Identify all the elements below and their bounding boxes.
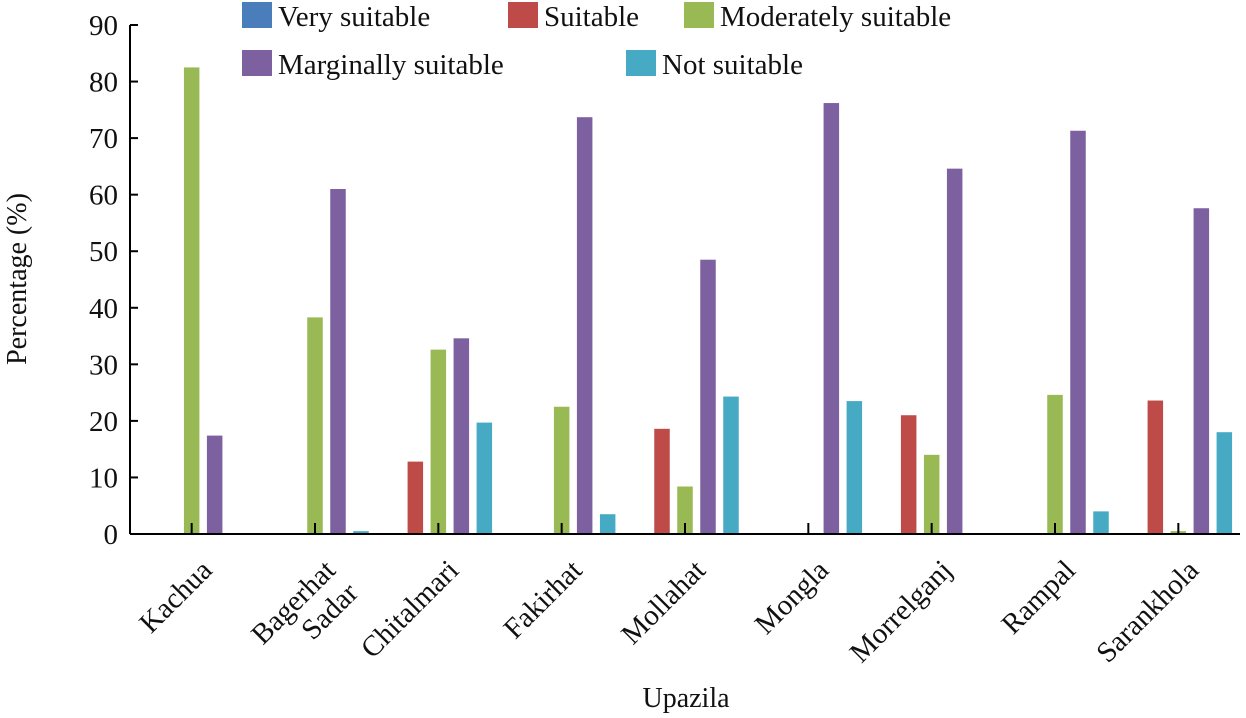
x-tick-label-line: Sarankhola bbox=[1090, 554, 1205, 669]
bar-4-7 bbox=[1093, 511, 1109, 534]
y-tick-label-20: 20 bbox=[89, 406, 118, 438]
x-tick-label-line: Chitalmari bbox=[355, 554, 465, 664]
y-tick-label-60: 60 bbox=[89, 180, 118, 212]
legend-swatch-4 bbox=[626, 50, 656, 76]
x-tick-label-1: BagerhatSadar bbox=[245, 554, 365, 674]
legend-label-2: Moderately suitable bbox=[720, 1, 951, 33]
bar-1-2 bbox=[407, 461, 424, 534]
y-tick-label-10: 10 bbox=[89, 462, 118, 494]
legend-swatch-2 bbox=[684, 2, 714, 28]
y-tick-label-90: 90 bbox=[89, 10, 118, 42]
x-tick-label-line: Fakirhat bbox=[498, 554, 589, 645]
x-tick-label-0: Kachua bbox=[133, 554, 218, 639]
bar-3-5 bbox=[823, 103, 840, 535]
bar-3-8 bbox=[1193, 208, 1210, 535]
bar-2-7 bbox=[1047, 394, 1063, 534]
bar-4-5 bbox=[846, 401, 863, 534]
legend-label-4: Not suitable bbox=[662, 49, 803, 81]
y-tick-label-0: 0 bbox=[104, 519, 119, 551]
y-axis-title: Percentage (%) bbox=[2, 193, 33, 365]
bar-4-1 bbox=[353, 531, 369, 534]
x-tick-label-line: Mollahat bbox=[615, 554, 712, 651]
bar-3-3 bbox=[576, 117, 593, 534]
x-tick-label-line: Morrelganj bbox=[844, 554, 959, 669]
bar-4-4 bbox=[723, 396, 739, 534]
y-tick-label-40: 40 bbox=[89, 293, 118, 325]
bar-1-4 bbox=[654, 428, 670, 534]
axes-group: 0 10 20 30 40 50 60 70 80 90 Kachua BagerhatSadarCh… bbox=[89, 10, 1240, 674]
bar-2-1 bbox=[307, 317, 323, 534]
x-tick-label-6: Morrelganj bbox=[844, 554, 959, 669]
bar-3-7 bbox=[1070, 130, 1086, 534]
y-tick-label-80: 80 bbox=[89, 67, 118, 99]
bar-2-4 bbox=[677, 486, 693, 534]
legend-label-0: Very suitable bbox=[278, 1, 430, 33]
bar-2-2 bbox=[430, 349, 447, 534]
legend-swatch-3 bbox=[242, 50, 272, 76]
x-tick-label-5: Mongla bbox=[749, 554, 836, 641]
bar-3-2 bbox=[453, 338, 470, 534]
bar-3-1 bbox=[330, 189, 346, 534]
bar-3-4 bbox=[700, 259, 716, 534]
legend-swatch-1 bbox=[508, 2, 538, 28]
legend: Very suitable Suitable Moderately suitable… bbox=[242, 1, 951, 81]
y-tick-label-50: 50 bbox=[89, 236, 118, 268]
x-tick-label-2: Chitalmari bbox=[355, 554, 465, 664]
bar-4-2 bbox=[476, 422, 493, 534]
y-tick-label-70: 70 bbox=[89, 123, 118, 155]
bar-4-3 bbox=[599, 514, 616, 534]
x-tick-label-line: Mongla bbox=[749, 554, 836, 641]
bar-1-6 bbox=[900, 415, 917, 534]
bar-2-6 bbox=[923, 454, 940, 534]
x-tick-label-line: Rampal bbox=[995, 554, 1081, 640]
x-tick-label-8: Sarankhola bbox=[1090, 554, 1205, 669]
legend-label-1: Suitable bbox=[544, 1, 639, 33]
legend-label-3: Marginally suitable bbox=[278, 49, 504, 81]
bar-1-8 bbox=[1147, 400, 1164, 534]
x-tick-label-4: Mollahat bbox=[615, 554, 712, 651]
x-tick-label-3: Fakirhat bbox=[498, 554, 589, 645]
x-axis-title: Upazila bbox=[642, 683, 730, 714]
x-tick-label-7: Rampal bbox=[995, 554, 1081, 640]
y-tick-label-30: 30 bbox=[89, 349, 118, 381]
legend-swatch-0 bbox=[242, 2, 272, 28]
bar-3-6 bbox=[946, 168, 963, 534]
bar-3-0 bbox=[206, 435, 223, 534]
bar-2-0 bbox=[183, 67, 200, 535]
bars-group bbox=[183, 67, 1233, 535]
x-tick-label-line: Kachua bbox=[133, 554, 218, 639]
bar-4-8 bbox=[1216, 432, 1233, 534]
bar-2-3 bbox=[553, 406, 570, 534]
